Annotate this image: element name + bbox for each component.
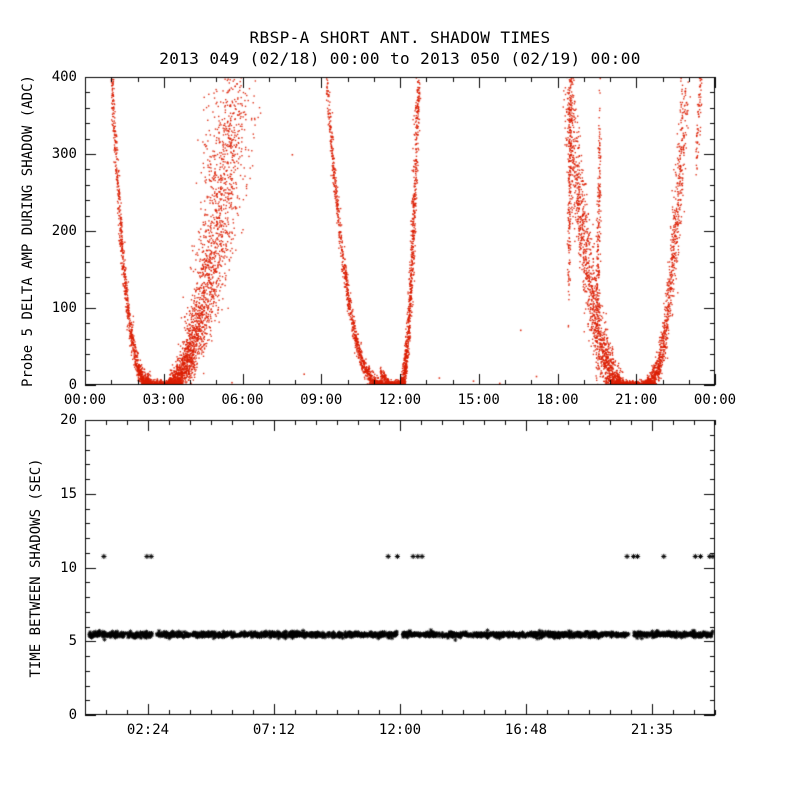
x-tick-label: 15:00 [457,392,500,408]
x-tick-label: 12:00 [378,392,422,408]
x-tick-label: 12:00 [378,722,422,738]
y-tick-label: 0 [68,377,77,393]
y-tick-label: 100 [51,300,77,316]
x-tick-label: 00:00 [63,392,107,408]
y-tick-label: 15 [60,485,77,502]
top-y-axis-label: Probe 5 DELTA AMP DURING SHADOW (ADC) [20,75,36,387]
x-tick-label: 09:00 [300,392,343,408]
y-tick-label: 5 [68,633,77,650]
y-tick-label: 200 [51,223,77,239]
x-tick-label: 16:48 [504,722,548,738]
y-tick-label: 20 [60,412,77,428]
x-tick-label: 21:00 [615,392,658,408]
x-tick-label: 00:00 [693,392,737,408]
x-tick-label: 06:00 [221,392,264,408]
x-tick-label: 02:24 [126,722,170,738]
x-tick-label: 18:00 [536,392,579,408]
y-tick-label: 10 [60,559,77,576]
y-tick-label: 400 [51,69,77,85]
y-tick-label: 300 [51,146,77,162]
y-tick-label: 0 [68,707,77,723]
plot-subtitle: 2013 049 (02/18) 00:00 to 2013 050 (02/1… [159,49,641,68]
x-tick-label: 21:35 [630,722,674,738]
x-tick-label: 03:00 [142,392,185,408]
bottom-y-axis-label: TIME BETWEEN SHADOWS (SEC) [28,458,44,678]
plot-title: RBSP-A SHORT ANT. SHADOW TIMES [249,28,551,47]
x-tick-label: 07:12 [252,722,296,738]
